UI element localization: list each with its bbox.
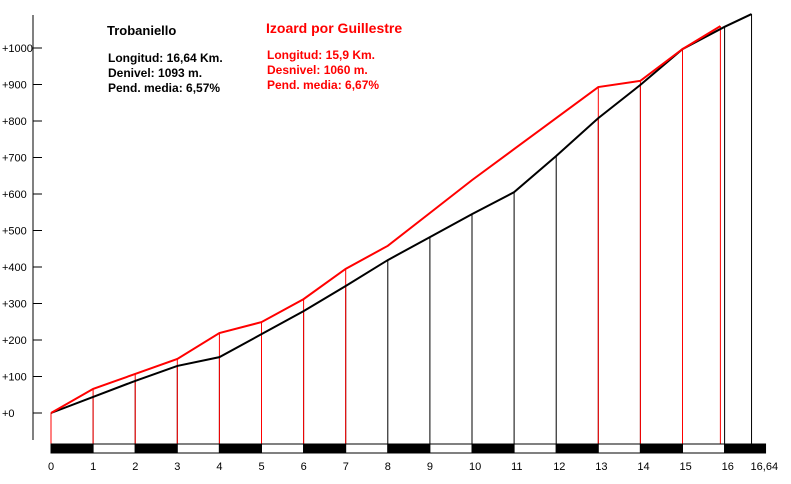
- legend-title: Izoard por Guillestre: [266, 20, 402, 36]
- y-tick-label: +600: [2, 189, 27, 201]
- x-tick-label: 1: [90, 461, 96, 473]
- x-tick-label: 3: [174, 461, 180, 473]
- x-tick-label: 4: [216, 461, 222, 473]
- x-tick-label: 12: [553, 461, 565, 473]
- x-tick-label: 13: [595, 461, 607, 473]
- km-bar-segment: [218, 443, 262, 454]
- legend-climb: Desnivel: 1060 m.: [267, 63, 368, 77]
- km-bar-segment: [50, 443, 94, 454]
- km-bar-segment: [345, 443, 389, 454]
- km-bar-segment: [176, 443, 220, 454]
- x-tick-label: 16,64: [751, 461, 779, 473]
- x-tick-label: 11: [511, 461, 522, 473]
- x-tick-label: 2: [132, 461, 138, 473]
- legend-trobaniello: Trobaniello Longitud: 16,64 Km. Denivel:…: [107, 23, 223, 95]
- legend-gradient: Pend. media: 6,57%: [108, 81, 220, 95]
- km-bar-segment: [682, 443, 726, 454]
- legend-length: Longitud: 16,64 Km.: [108, 51, 223, 65]
- km-bar-segment: [639, 443, 684, 454]
- x-tick-label: 16: [722, 461, 734, 473]
- x-tick-label: 8: [385, 461, 391, 473]
- series-line-trobaniello: [50, 13, 752, 414]
- km-bar-segment: [134, 443, 178, 454]
- x-tick-label: 0: [48, 461, 54, 473]
- x-tick-label: 15: [680, 461, 692, 473]
- x-tick-label: 5: [259, 461, 265, 473]
- km-bar-segment: [303, 443, 347, 454]
- y-tick-label: +900: [2, 80, 27, 92]
- legend-izoard: Izoard por Guillestre Longitud: 15,9 Km.…: [266, 20, 402, 92]
- km-bar-segment: [429, 443, 473, 454]
- y-tick-label: +800: [2, 116, 27, 128]
- legend-gradient: Pend. media: 6,67%: [267, 78, 379, 92]
- y-tick-label: +0: [2, 408, 15, 420]
- y-tick-label: +400: [2, 262, 27, 274]
- series-line-izoard: [50, 25, 721, 414]
- km-bar-segment: [387, 443, 431, 454]
- y-tick-label: +300: [2, 299, 27, 311]
- x-tick-label: 10: [469, 461, 481, 473]
- y-tick-label: +1000: [2, 43, 33, 55]
- km-bar-segment: [261, 443, 305, 454]
- y-tick-label: +700: [2, 153, 27, 165]
- legend-length: Longitud: 15,9 Km.: [267, 48, 375, 62]
- x-tick-label: 7: [343, 461, 349, 473]
- km-bar-segment: [471, 443, 515, 454]
- y-tick-label: +500: [2, 226, 27, 238]
- y-tick-label: +100: [2, 372, 27, 384]
- x-tick-label: 14: [637, 461, 649, 473]
- km-bar-segment: [513, 443, 557, 454]
- legend-climb: Denivel: 1093 m.: [108, 66, 202, 80]
- km-bar-segment: [597, 443, 641, 454]
- km-bar-segment: [724, 443, 767, 454]
- legend-title: Trobaniello: [107, 23, 176, 38]
- km-bar-segment: [555, 443, 599, 454]
- km-bar-segment: [92, 443, 136, 454]
- y-tick-label: +200: [2, 335, 27, 347]
- x-tick-label: 6: [301, 461, 307, 473]
- x-tick-label: 9: [427, 461, 433, 473]
